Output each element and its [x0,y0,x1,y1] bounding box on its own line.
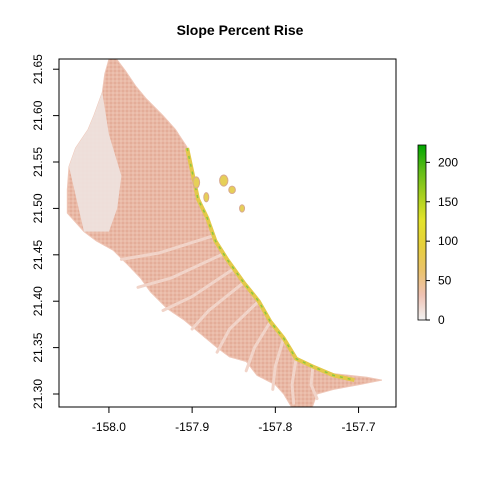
axes: -158.0 -157.9 -157.8 -157.7 21.30 21.35 21.40 2… [31,54,376,434]
y-tick-label: 21.50 [31,193,45,223]
valley-streak [119,234,214,261]
valley-streak [290,357,298,405]
y-tick-label: 21.60 [31,100,45,130]
valley-streak [271,336,286,391]
outlying-patch [192,176,201,189]
y-tick-label: 21.30 [31,379,45,409]
x-tick-label: -157.9 [175,420,209,434]
valley-streak [244,320,272,373]
flat-plain [69,92,122,232]
y-tick-label: 21.40 [31,286,45,316]
outlying-patch [228,185,236,195]
x-tick-label: -158.0 [92,420,126,434]
legend-tick-label: 0 [438,313,445,327]
raster-layer [66,59,382,407]
plot-frame [58,58,397,408]
y-tick-label: 21.55 [31,147,45,177]
x-tick-label: -157.7 [342,420,376,434]
valley-streak [136,253,223,289]
x-tick-label: -157.8 [258,420,292,434]
legend-tick-label: 100 [438,234,458,248]
legend-tick-label: 150 [438,195,458,209]
plot-title: Slope Percent Rise [176,22,304,38]
outlying-patch [219,174,229,187]
terrain-group [66,59,382,407]
legend-bar [417,144,427,321]
terrain-body [66,59,382,407]
legend-tick-label: 200 [438,155,458,169]
ridge-slope [185,147,355,383]
y-tick-label: 21.65 [31,54,45,84]
y-tick-label: 21.45 [31,239,45,269]
y-tick-label: 21.35 [31,332,45,362]
outlying-patch [203,192,210,203]
valley-streak [215,299,261,354]
color-legend: 0 50 100 150 200 [417,144,458,327]
valley-streak [161,267,236,312]
valley-streak [190,281,246,331]
legend-tick-label: 50 [438,274,452,288]
outlying-patch [239,204,246,213]
valley-streak [309,364,319,401]
